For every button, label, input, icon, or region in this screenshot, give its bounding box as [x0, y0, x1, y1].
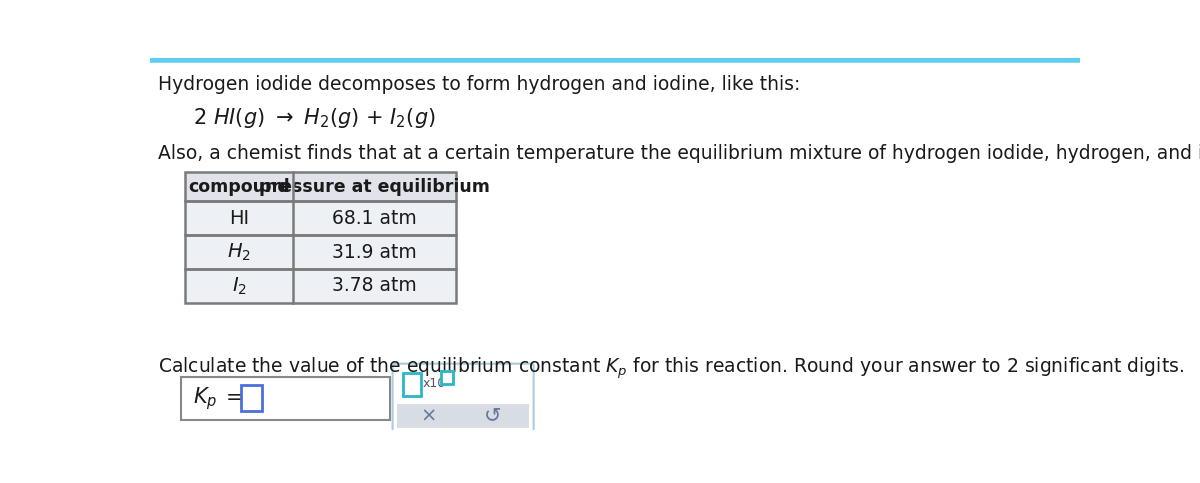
Text: ×: × — [421, 406, 437, 425]
Text: compound: compound — [188, 178, 290, 196]
Text: $\mathit{2\ HI(g)\ {\rightarrow}\ H_2(g)\ {+}\ I_2(g)}$: $\mathit{2\ HI(g)\ {\rightarrow}\ H_2(g)… — [193, 106, 436, 130]
Text: Calculate the value of the equilibrium constant $K_p$ for this reaction. Round y: Calculate the value of the equilibrium c… — [157, 356, 1184, 382]
Text: Also, a chemist finds that at a certain temperature the equilibrium mixture of h: Also, a chemist finds that at a certain … — [157, 144, 1200, 163]
Text: $K_p$: $K_p$ — [193, 385, 217, 412]
Bar — [185, 201, 456, 235]
Text: =: = — [226, 388, 244, 408]
Bar — [185, 235, 456, 269]
Bar — [241, 385, 262, 412]
Text: 31.9 atm: 31.9 atm — [332, 242, 418, 261]
Bar — [185, 269, 456, 303]
Bar — [397, 404, 529, 427]
Text: x10: x10 — [422, 377, 446, 390]
Text: 3.78 atm: 3.78 atm — [332, 276, 418, 296]
Text: HI: HI — [229, 209, 250, 227]
Text: 68.1 atm: 68.1 atm — [332, 209, 418, 227]
FancyBboxPatch shape — [392, 364, 534, 432]
Bar — [185, 201, 456, 235]
Bar — [185, 235, 456, 269]
Bar — [403, 373, 421, 396]
Text: ↺: ↺ — [484, 406, 502, 426]
Bar — [185, 172, 456, 201]
Text: pressure at equilibrium: pressure at equilibrium — [259, 178, 490, 196]
Bar — [442, 371, 454, 384]
Bar — [185, 269, 456, 303]
Text: $I_2$: $I_2$ — [232, 275, 247, 297]
Text: Hydrogen iodide decomposes to form hydrogen and iodine, like this:: Hydrogen iodide decomposes to form hydro… — [157, 75, 800, 94]
Bar — [185, 172, 456, 201]
Text: $H_2$: $H_2$ — [227, 242, 251, 263]
Bar — [181, 377, 390, 420]
